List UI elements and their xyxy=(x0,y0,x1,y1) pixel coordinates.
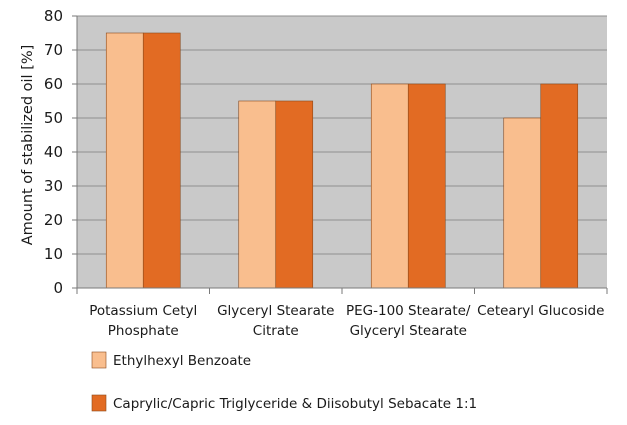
bar xyxy=(142,32,181,289)
y-axis: 0 10 20 30 40 50 60 70 80 xyxy=(44,7,78,297)
y-tick-label: 50 xyxy=(44,109,63,127)
y-tick-label: 30 xyxy=(44,177,63,195)
y-tick-label: 10 xyxy=(44,245,63,263)
x-tick-label: Glyceryl Stearate xyxy=(350,323,467,339)
bar xyxy=(540,83,579,289)
y-tick-label: 20 xyxy=(44,211,63,229)
bar xyxy=(105,32,144,289)
bar xyxy=(370,83,409,289)
x-tick-label: Phosphate xyxy=(108,323,179,339)
legend: Ethylhexyl Benzoate Caprylic/Capric Trigl… xyxy=(91,351,477,412)
bar xyxy=(275,100,314,289)
x-tick-label: Potassium Cetyl xyxy=(89,303,197,319)
y-axis-title: Amount of stabilized oil [%] xyxy=(20,45,36,246)
legend-swatch xyxy=(91,394,107,412)
plot-area xyxy=(77,15,607,289)
x-tick-label: PEG-100 Stearate/ xyxy=(346,303,471,319)
x-tick-label: Citrate xyxy=(253,323,299,339)
y-tick-label: 80 xyxy=(44,7,63,25)
legend-label: Ethylhexyl Benzoate xyxy=(113,353,251,369)
x-tick-label: Cetearyl Glucoside xyxy=(477,303,604,319)
y-tick-label: 40 xyxy=(44,143,63,161)
x-axis: Potassium Cetyl Phosphate Glyceryl Stearat… xyxy=(76,287,608,339)
y-tick-label: 70 xyxy=(44,41,63,59)
bar xyxy=(238,100,277,289)
x-tick-label: Glyceryl Stearate xyxy=(217,303,334,319)
bar xyxy=(407,83,446,289)
legend-label: Caprylic/Capric Triglyceride & Diisobuty… xyxy=(113,396,477,412)
bar xyxy=(503,117,542,289)
y-tick-label: 0 xyxy=(53,279,63,297)
y-tick-label: 60 xyxy=(44,75,63,93)
legend-swatch xyxy=(91,351,107,369)
